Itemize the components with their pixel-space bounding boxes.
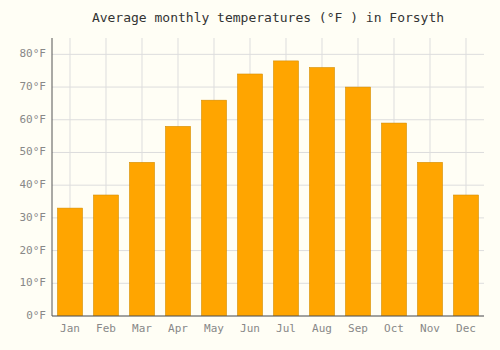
y-tick-label: 30°F	[20, 211, 47, 224]
x-axis-line	[52, 316, 484, 317]
bar	[309, 67, 334, 316]
y-tick-label: 70°F	[20, 80, 47, 93]
x-tick-label: Feb	[96, 322, 116, 335]
y-grid-line	[52, 119, 484, 120]
bar	[417, 162, 442, 316]
bar	[201, 100, 226, 316]
y-tick-label: 40°F	[20, 178, 47, 191]
x-tick-label: Aug	[312, 322, 332, 335]
y-tick-label: 80°F	[20, 47, 47, 60]
y-tick-label: 10°F	[20, 276, 47, 289]
x-tick-label: Sep	[348, 322, 368, 335]
x-tick-label: Dec	[456, 322, 476, 335]
y-tick-label: 50°F	[20, 145, 47, 158]
bar	[93, 195, 118, 316]
bar	[129, 162, 154, 316]
x-tick-label: Jul	[276, 322, 296, 335]
x-tick-label: Jun	[240, 322, 260, 335]
y-grid-line	[52, 54, 484, 55]
y-tick-label: 60°F	[20, 113, 47, 126]
bars	[57, 61, 478, 316]
bar	[345, 87, 370, 316]
chart-svg: 0°F 10°F 20°F 30°F 40°F 50°F 60°F 70°F 80°F Jan Fe…	[0, 0, 500, 350]
x-tick-label: Mar	[132, 322, 152, 335]
y-axis-line	[52, 38, 53, 316]
x-tick-label: Oct	[384, 322, 404, 335]
y-grid-line	[52, 152, 484, 153]
x-tick-label: Jan	[60, 322, 80, 335]
y-tick-label: 20°F	[20, 244, 47, 257]
bar	[453, 195, 478, 316]
bar	[381, 123, 406, 316]
bar	[57, 208, 82, 316]
y-grid-line	[52, 316, 484, 317]
chart-container: 0°F 10°F 20°F 30°F 40°F 50°F 60°F 70°F 80°F Jan Fe…	[0, 0, 500, 350]
grid	[52, 38, 484, 316]
ticks: 0°F 10°F 20°F 30°F 40°F 50°F 60°F 70°F 80°F Jan Fe…	[20, 47, 476, 335]
y-tick-label: 0°F	[26, 309, 46, 322]
bar	[237, 74, 262, 316]
bar	[273, 61, 298, 316]
y-grid-line	[52, 87, 484, 88]
x-tick-label: May	[204, 322, 224, 335]
bar	[165, 126, 190, 316]
x-tick-label: Nov	[420, 322, 440, 335]
chart-title: Average monthly temperatures (°F ) in Fo…	[92, 10, 444, 25]
x-tick-label: Apr	[168, 322, 188, 335]
